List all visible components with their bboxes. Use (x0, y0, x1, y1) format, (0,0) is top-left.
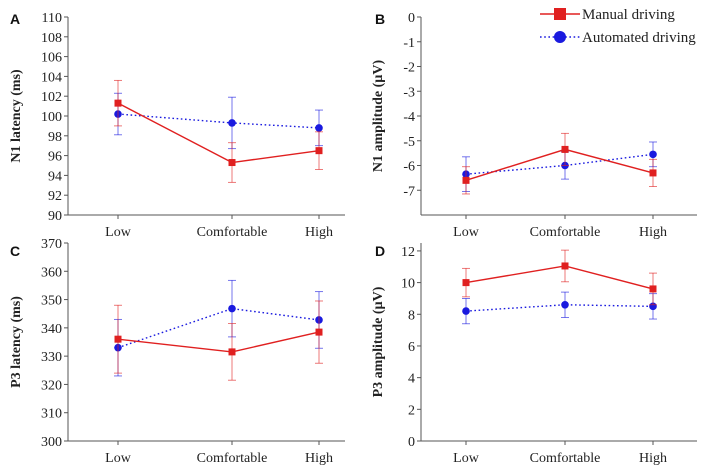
y-tick-label: 10 (401, 277, 415, 292)
y-tick-label: 310 (41, 407, 62, 422)
y-tick-label: 98 (48, 130, 62, 145)
series-line (465, 304, 654, 312)
data-point (315, 124, 323, 132)
legend-item-manual: Manual driving (540, 7, 675, 23)
data-point (462, 279, 470, 287)
panel-letter: C (10, 243, 20, 259)
y-tick-label: 340 (41, 322, 62, 337)
panel-a: A 90 92 94 96 98 100 102 104 106 108 110 Low Comforta… (9, 11, 345, 240)
y-tick-label: 350 (41, 294, 62, 309)
legend-label: Automated driving (582, 30, 696, 46)
panel-d: D 0 2 4 6 8 10 12 Low Comfortable High P3 amplitude… (371, 243, 697, 466)
y-tick-label: 102 (41, 90, 62, 105)
y-tick-label: 330 (41, 350, 62, 365)
series-line (465, 148, 654, 182)
y-tick-label: 108 (41, 31, 62, 46)
data-point (114, 335, 122, 343)
panel-b: B -7 -6 -5 -4 -3 -2 -1 0 Low Comfortable High N1 amp… (371, 11, 697, 240)
series-manual (462, 132, 657, 195)
y-axis-label: P3 amplitude (µV) (371, 286, 386, 397)
panel-letter: B (375, 11, 385, 27)
data-point (114, 99, 122, 107)
x-tick-label: Low (453, 451, 480, 466)
data-point (228, 348, 236, 356)
y-tick-label: -5 (403, 135, 415, 150)
panel-c: C 300 310 320 330 340 350 360 370 Low Comfortable H… (9, 237, 345, 466)
series-line (117, 331, 320, 353)
series-manual (114, 300, 323, 381)
y-tick-label: 94 (48, 169, 62, 184)
legend-item-automated: Automated driving (540, 30, 696, 46)
y-axis-label: N1 amplitude (µV) (371, 60, 386, 173)
y-tick-label: 106 (41, 51, 62, 66)
x-tick-label: High (305, 225, 333, 240)
x-tick-label: Low (105, 451, 132, 466)
y-tick-label: 8 (408, 308, 415, 323)
series-line (117, 113, 320, 129)
x-tick-label: High (639, 451, 667, 466)
y-axis-label: N1 latency (ms) (9, 69, 24, 163)
legend: Manual driving Automated driving (540, 7, 696, 46)
y-tick-label: 92 (48, 189, 62, 204)
series-automated (114, 279, 323, 377)
series-automated (114, 92, 323, 150)
x-tick-label: High (305, 451, 333, 466)
y-tick-label: 110 (42, 11, 62, 26)
x-tick-label: Comfortable (197, 451, 268, 466)
y-tick-label: -1 (403, 36, 415, 51)
data-point (315, 328, 323, 336)
y-tick-label: 12 (401, 245, 415, 260)
x-tick-label: Low (105, 225, 132, 240)
x-tick-label: Comfortable (197, 225, 268, 240)
y-tick-label: 2 (408, 403, 415, 418)
x-tick-label: High (639, 225, 667, 240)
y-tick-label: -3 (403, 85, 415, 100)
y-tick-label: -2 (403, 61, 415, 76)
y-tick-label: 4 (408, 372, 415, 387)
y-tick-label: 0 (408, 11, 415, 26)
series-line (117, 102, 320, 164)
data-point (649, 169, 657, 177)
y-tick-label: 6 (408, 340, 415, 355)
x-tick-label: Comfortable (530, 225, 601, 240)
panel-letter: A (10, 11, 20, 27)
y-tick-label: -4 (403, 110, 415, 125)
y-axis-label: P3 latency (ms) (9, 296, 24, 388)
panel-letter: D (375, 243, 385, 259)
data-point (649, 150, 657, 159)
y-tick-label: 0 (408, 435, 415, 450)
x-tick-label: Comfortable (530, 451, 601, 466)
y-tick-label: -6 (403, 160, 415, 175)
data-point (561, 145, 569, 153)
legend-label: Manual driving (582, 7, 675, 23)
data-point (462, 176, 470, 184)
legend-marker-circle-icon (554, 31, 566, 43)
data-point (649, 285, 657, 293)
y-tick-label: 100 (41, 110, 62, 125)
series-manual (462, 249, 657, 306)
data-point (228, 159, 236, 167)
series-automated (462, 291, 657, 325)
y-tick-label: 320 (41, 378, 62, 393)
data-point (228, 119, 236, 127)
series-line (465, 265, 654, 290)
series-manual (114, 79, 323, 183)
y-tick-label: -7 (403, 184, 415, 199)
x-tick-label: Low (453, 225, 480, 240)
data-point (462, 307, 470, 315)
series-line (117, 307, 320, 349)
y-tick-label: 300 (41, 435, 62, 450)
y-tick-label: 370 (41, 237, 62, 252)
y-tick-label: 104 (41, 70, 62, 85)
y-tick-label: 360 (41, 265, 62, 280)
data-point (228, 304, 236, 313)
data-point (315, 147, 323, 155)
data-point (561, 300, 569, 309)
y-tick-label: 96 (48, 150, 62, 165)
y-tick-label: 90 (48, 209, 62, 224)
data-point (561, 262, 569, 270)
legend-marker-square-icon (554, 8, 566, 20)
